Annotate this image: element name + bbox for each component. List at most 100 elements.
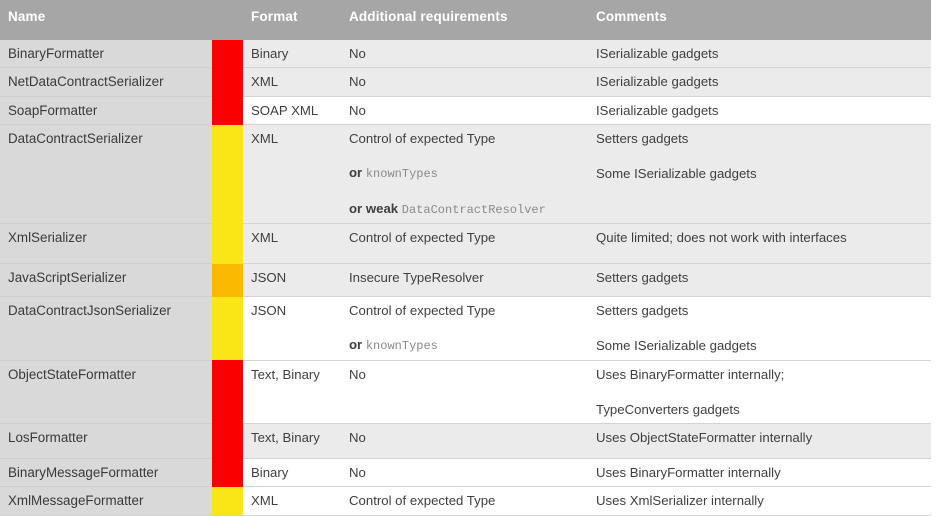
risk-color-chip <box>212 223 243 264</box>
requirement-line: Control of expected Type <box>349 131 496 147</box>
cell-additional-requirements: No <box>341 360 588 425</box>
cell-comments: Setters gadgets Some ISerializable gadget… <box>588 296 931 361</box>
cell-name: DataContractJsonSerializer <box>0 296 212 361</box>
risk-color-chip <box>212 423 243 459</box>
risk-color-chip <box>212 124 243 224</box>
cell-additional-requirements: Control of expected Type or knownTypes <box>341 296 588 361</box>
risk-color-chip <box>212 40 243 68</box>
cell-name: JavaScriptSerializer <box>0 263 212 298</box>
comment-line: ISerializable gadgets <box>596 46 719 61</box>
cell-comments: ISerializable gadgets <box>588 96 931 126</box>
header-row: Name Format Additional requirements Comm… <box>0 0 931 40</box>
comment-line: ISerializable gadgets <box>596 102 719 118</box>
requirement-line: No <box>349 102 366 118</box>
requirement-line: Control of expected Type <box>349 493 496 509</box>
table-header: Name Format Additional requirements Comm… <box>0 0 931 40</box>
column-header-name: Name <box>0 0 212 40</box>
risk-color-chip <box>212 263 243 297</box>
column-header-risk-swatch <box>212 0 243 40</box>
requirement-line: No <box>349 74 366 90</box>
requirement-prefix: or weak <box>349 200 402 216</box>
risk-swatch-red <box>212 40 243 68</box>
comment-line: Setters gadgets <box>596 131 689 147</box>
requirement-line: Control of expected Type <box>349 230 496 246</box>
comment-line: ISerializable gadgets <box>596 74 719 90</box>
cell-format: Text, Binary <box>243 423 341 460</box>
cell-name: XmlSerializer <box>0 223 212 265</box>
cell-format: XML <box>243 124 341 225</box>
cell-name: LosFormatter <box>0 423 212 460</box>
cell-comments: Uses BinaryFormatter internally <box>588 458 931 488</box>
cell-name: BinaryMessageFormatter <box>0 458 212 488</box>
cell-additional-requirements: No <box>341 67 588 97</box>
cell-format: SOAP XML <box>243 96 341 126</box>
requirement-code: DataContractResolver <box>401 202 546 217</box>
column-header-comments: Comments <box>588 0 931 40</box>
table-row: NetDataContractSerializer XML No ISerializa… <box>0 67 931 97</box>
comment-line: Some ISerializable gadgets <box>596 166 757 182</box>
requirement-line: or knownTypes <box>349 163 582 183</box>
cell-format: Binary <box>243 458 341 488</box>
comment-line: Setters gadgets <box>596 303 689 319</box>
comment-line: TypeConverters gadgets <box>596 401 740 417</box>
requirement-line: Control of expected Type <box>349 303 496 319</box>
cell-name: BinaryFormatter <box>0 40 212 69</box>
cell-additional-requirements: Control of expected Type <box>341 223 588 265</box>
risk-swatch-yellow <box>212 486 243 516</box>
cell-comments: Uses BinaryFormatter internally; TypeConv… <box>588 360 931 425</box>
table-row: DataContractSerializer XML Control of expe… <box>0 124 931 225</box>
requirement-code: knownTypes <box>365 167 438 182</box>
risk-color-chip <box>212 96 243 125</box>
risk-swatch-yellow <box>212 296 243 361</box>
table-row: DataContractJsonSerializer JSON Control of… <box>0 296 931 361</box>
cell-format: XML <box>243 223 341 265</box>
cell-format: XML <box>243 486 341 516</box>
risk-swatch-yellow <box>212 223 243 264</box>
cell-comments: ISerializable gadgets <box>588 40 931 69</box>
risk-color-chip <box>212 360 243 424</box>
risk-swatch-orange <box>212 263 243 297</box>
cell-format: XML <box>243 67 341 97</box>
requirement-line: No <box>349 366 366 382</box>
column-header-additional-requirements: Additional requirements <box>341 0 588 40</box>
requirement-line: No <box>349 465 366 481</box>
cell-name: ObjectStateFormatter <box>0 360 212 425</box>
comment-line: Uses ObjectStateFormatter internally <box>596 430 813 446</box>
cell-comments: Quite limited; does not work with interf… <box>588 223 931 265</box>
cell-format: JSON <box>243 263 341 298</box>
table-row: LosFormatter Text, Binary No Uses ObjectSta… <box>0 423 931 460</box>
risk-color-chip <box>212 67 243 97</box>
cell-comments: Setters gadgets <box>588 263 931 298</box>
cell-additional-requirements: No <box>341 423 588 460</box>
requirement-prefix: or <box>349 337 366 353</box>
comment-line: Quite limited; does not work with interf… <box>596 230 847 246</box>
cell-name: XmlMessageFormatter <box>0 486 212 516</box>
comment-line: Uses BinaryFormatter internally <box>596 465 781 481</box>
table-row: XmlMessageFormatter XML Control of expecte… <box>0 486 931 516</box>
comment-line: Some ISerializable gadgets <box>596 338 757 354</box>
comment-line: Setters gadgets <box>596 270 689 286</box>
requirement-line: Insecure TypeResolver <box>349 270 484 286</box>
column-header-format: Format <box>243 0 341 40</box>
risk-swatch-red <box>212 67 243 97</box>
table-row: XmlSerializer XML Control of expected Type… <box>0 223 931 265</box>
requirement-line: or knownTypes <box>349 335 582 355</box>
cell-additional-requirements: No <box>341 458 588 488</box>
cell-additional-requirements: Insecure TypeResolver <box>341 263 588 298</box>
table-row: SoapFormatter SOAP XML No ISerializable gad… <box>0 96 931 126</box>
requirement-prefix: or <box>349 165 366 181</box>
comment-line: Uses BinaryFormatter internally; <box>596 366 785 382</box>
cell-name: SoapFormatter <box>0 96 212 126</box>
cell-format: Text, Binary <box>243 360 341 425</box>
comment-line: Uses XmlSerializer internally <box>596 493 764 509</box>
table-row: JavaScriptSerializer JSON Insecure TypeRes… <box>0 263 931 298</box>
table-row: BinaryFormatter Binary No ISerializable gad… <box>0 40 931 69</box>
table-row: ObjectStateFormatter Text, Binary No Uses B… <box>0 360 931 425</box>
table-body: BinaryFormatter Binary No ISerializable gad… <box>0 40 931 516</box>
risk-swatch-red <box>212 96 243 125</box>
table-row: BinaryMessageFormatter Binary No Uses Binar… <box>0 458 931 488</box>
risk-swatch-yellow <box>212 124 243 224</box>
cell-format: Binary <box>243 40 341 69</box>
